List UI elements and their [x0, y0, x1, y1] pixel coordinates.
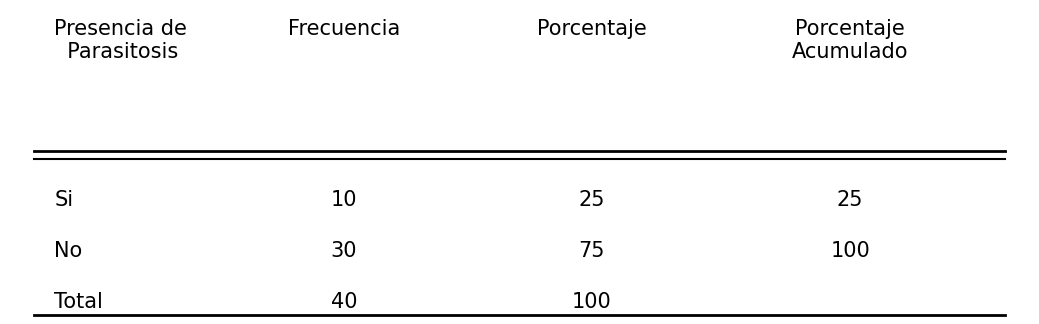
- Text: 40: 40: [330, 292, 357, 312]
- Text: 100: 100: [830, 241, 870, 261]
- Text: Porcentaje
Acumulado: Porcentaje Acumulado: [792, 19, 908, 62]
- Text: 30: 30: [330, 241, 357, 261]
- Text: Frecuencia: Frecuencia: [288, 19, 400, 39]
- Text: Presencia de
  Parasitosis: Presencia de Parasitosis: [54, 19, 187, 62]
- Text: 10: 10: [330, 190, 357, 210]
- Text: Porcentaje: Porcentaje: [537, 19, 646, 39]
- Text: 75: 75: [579, 241, 605, 261]
- Text: 100: 100: [571, 292, 612, 312]
- Text: No: No: [54, 241, 83, 261]
- Text: Si: Si: [54, 190, 74, 210]
- Text: Total: Total: [54, 292, 103, 312]
- Text: 25: 25: [837, 190, 863, 210]
- Text: 25: 25: [579, 190, 605, 210]
